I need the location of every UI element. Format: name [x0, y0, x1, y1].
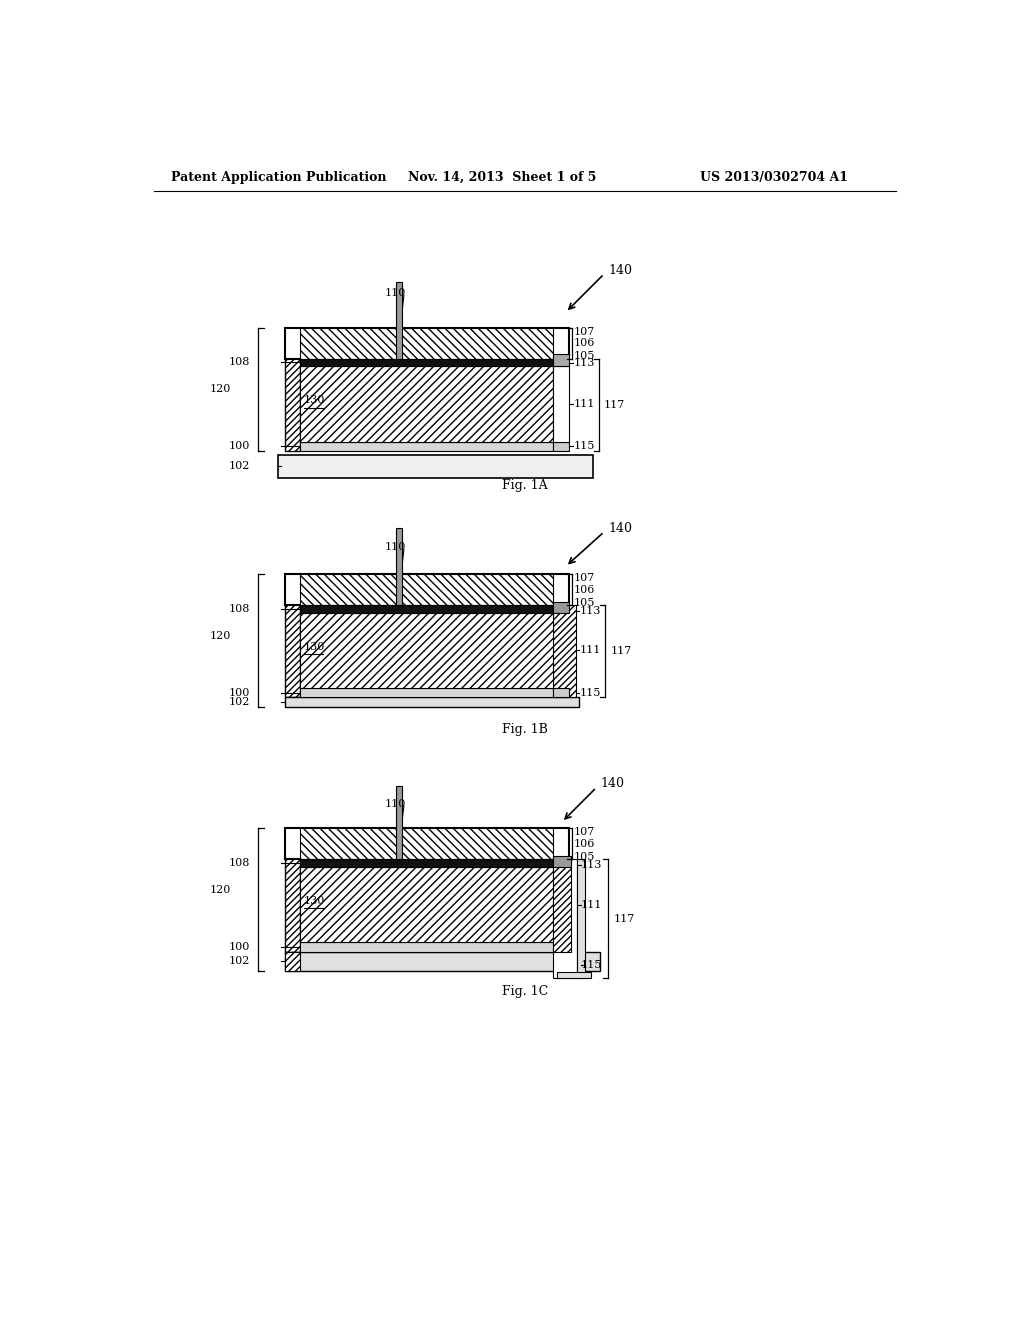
Bar	[300, 359, 553, 367]
Text: US 2013/0302704 A1: US 2013/0302704 A1	[700, 172, 848, 185]
Bar	[553, 857, 571, 867]
Bar	[300, 859, 553, 867]
Bar	[300, 867, 553, 942]
Text: 117: 117	[610, 647, 632, 656]
Text: 105: 105	[573, 851, 595, 862]
Bar	[300, 605, 553, 612]
Text: 108: 108	[228, 358, 250, 367]
Bar	[553, 605, 575, 697]
Bar	[279, 455, 593, 478]
Text: Fig. 1C: Fig. 1C	[502, 985, 548, 998]
Text: 111: 111	[580, 645, 601, 656]
Text: Patent Application Publication: Patent Application Publication	[171, 172, 386, 185]
Text: 115: 115	[581, 960, 602, 970]
Bar	[300, 942, 553, 952]
Bar	[300, 688, 553, 697]
Bar	[285, 829, 569, 859]
Text: 140: 140	[600, 777, 625, 791]
Text: 100: 100	[228, 688, 250, 698]
Text: 102: 102	[228, 956, 250, 966]
Bar	[285, 327, 300, 451]
Bar	[285, 952, 300, 970]
Bar	[300, 442, 553, 451]
Text: Fig. 1B: Fig. 1B	[502, 723, 548, 737]
Bar	[553, 859, 578, 978]
Text: 108: 108	[228, 858, 250, 869]
Text: 115: 115	[573, 441, 595, 451]
Bar	[553, 602, 569, 612]
Bar	[396, 528, 402, 605]
Bar	[553, 859, 571, 952]
Bar	[553, 442, 569, 451]
Bar	[396, 281, 402, 359]
Text: 140: 140	[608, 521, 632, 535]
Bar	[285, 697, 579, 706]
Bar	[300, 327, 553, 359]
Text: 106: 106	[573, 585, 595, 594]
Bar	[285, 574, 300, 697]
Bar	[285, 952, 600, 970]
Bar	[285, 574, 569, 605]
Text: 107: 107	[573, 573, 595, 583]
Text: 110: 110	[385, 543, 407, 552]
Bar	[285, 327, 569, 359]
Text: 108: 108	[228, 603, 250, 614]
Text: 117: 117	[613, 913, 635, 924]
Bar	[300, 829, 553, 859]
Text: 102: 102	[228, 697, 250, 708]
Text: 117: 117	[604, 400, 626, 409]
Bar	[300, 574, 553, 605]
Bar	[300, 366, 553, 442]
Text: 105: 105	[573, 351, 595, 362]
Text: 110: 110	[385, 288, 407, 298]
Text: 130: 130	[304, 395, 326, 405]
Text: 107: 107	[573, 326, 595, 337]
Bar	[553, 354, 569, 367]
Text: 140: 140	[608, 264, 632, 277]
Text: 113: 113	[573, 358, 595, 368]
Bar	[557, 973, 591, 978]
Text: 120: 120	[209, 631, 230, 640]
Text: 111: 111	[573, 399, 595, 409]
Bar	[553, 366, 569, 442]
Text: 120: 120	[209, 384, 230, 395]
Text: 130: 130	[304, 896, 326, 906]
Text: Nov. 14, 2013  Sheet 1 of 5: Nov. 14, 2013 Sheet 1 of 5	[408, 172, 596, 185]
Text: Fig. 1A: Fig. 1A	[502, 479, 548, 492]
Text: 111: 111	[581, 899, 602, 909]
Bar	[285, 829, 300, 952]
Bar	[300, 612, 553, 688]
Text: 107: 107	[573, 828, 595, 837]
Text: 105: 105	[573, 598, 595, 607]
Bar	[396, 785, 402, 859]
Bar	[553, 688, 569, 697]
Text: 102: 102	[228, 462, 250, 471]
Text: 113: 113	[581, 861, 602, 870]
Text: 130: 130	[304, 642, 326, 652]
Text: 110: 110	[385, 799, 407, 809]
Text: 106: 106	[573, 838, 595, 849]
Text: 100: 100	[228, 942, 250, 952]
Bar	[578, 859, 585, 978]
Text: 115: 115	[580, 688, 601, 698]
Text: 100: 100	[228, 441, 250, 451]
Text: 106: 106	[573, 338, 595, 348]
Text: 113: 113	[580, 606, 601, 616]
Text: 120: 120	[209, 884, 230, 895]
